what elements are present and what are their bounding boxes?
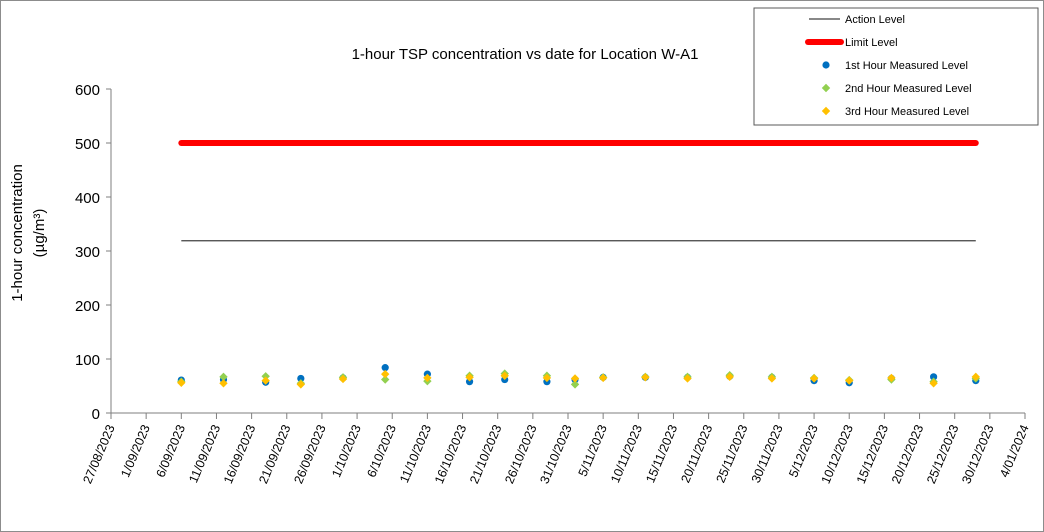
series-1-point bbox=[381, 364, 389, 372]
reference-lines bbox=[178, 140, 979, 242]
x-tick-label: 5/12/2023 bbox=[786, 423, 821, 480]
x-tick-label: 31/10/2023 bbox=[537, 423, 574, 486]
series-2-point bbox=[381, 375, 390, 384]
series-3-point bbox=[809, 374, 819, 383]
legend-item: Action Level bbox=[809, 14, 905, 26]
series-3-point bbox=[845, 376, 854, 385]
legend-label: Limit Level bbox=[845, 37, 898, 49]
y-tick-label: 400 bbox=[75, 190, 100, 207]
y-tick-label: 500 bbox=[75, 136, 100, 153]
x-tick-label: 26/09/2023 bbox=[291, 423, 328, 486]
y-axis-label-line1: 1-hour concentration bbox=[9, 164, 26, 302]
x-tick-label: 16/09/2023 bbox=[221, 423, 258, 486]
series-3-point bbox=[261, 376, 270, 385]
x-tick-label: 26/10/2023 bbox=[502, 423, 539, 486]
x-tick-label: 30/11/2023 bbox=[749, 423, 786, 485]
series-3-point bbox=[296, 380, 306, 389]
y-tick-label: 600 bbox=[75, 82, 100, 99]
data-points bbox=[177, 364, 980, 389]
series-3-point bbox=[381, 369, 390, 379]
y-tick-label: 100 bbox=[75, 352, 100, 369]
series-3-point bbox=[338, 374, 348, 384]
legend-item: 2nd Hour Measured Level bbox=[821, 83, 972, 95]
y-tick-label: 0 bbox=[92, 406, 100, 423]
x-tick-label: 6/09/2023 bbox=[153, 423, 188, 480]
series-2-point bbox=[570, 380, 580, 389]
x-tick-label: 25/11/2023 bbox=[714, 423, 751, 485]
legend-item: 3rd Hour Measured Level bbox=[821, 106, 969, 118]
x-tick-label: 4/01/2024 bbox=[997, 423, 1032, 480]
x-tick-label: 27/08/2023 bbox=[80, 423, 117, 486]
x-tick-label: 15/11/2023 bbox=[643, 423, 680, 485]
x-tick-label: 1/09/2023 bbox=[118, 423, 153, 480]
series-3-point bbox=[500, 371, 509, 380]
series-1-point bbox=[465, 378, 474, 386]
series-1-point bbox=[297, 374, 305, 383]
series-3-point bbox=[971, 372, 980, 382]
legend-label: 3rd Hour Measured Level bbox=[845, 106, 969, 118]
x-tick-label: 10/12/2023 bbox=[819, 423, 856, 486]
legend-swatch bbox=[821, 83, 831, 93]
legend-label: 2nd Hour Measured Level bbox=[845, 83, 972, 95]
series-3-point bbox=[641, 373, 650, 382]
x-tick-label: 21/10/2023 bbox=[467, 423, 504, 486]
legend-box bbox=[753, 7, 1039, 126]
series-3-point bbox=[767, 374, 777, 383]
series-3-point bbox=[465, 373, 474, 382]
legend-item: 1st Hour Measured Level bbox=[822, 60, 968, 72]
x-tick-label: 16/10/2023 bbox=[432, 423, 469, 486]
series-3-point bbox=[177, 378, 186, 387]
legend: Action Level Limit Level 1st Hour Measured… bbox=[753, 7, 1039, 126]
legend-swatch bbox=[821, 106, 831, 116]
legend-swatch bbox=[822, 61, 830, 69]
x-tick-label: 5/11/2023 bbox=[576, 423, 610, 479]
x-tick-label: 1/10/2023 bbox=[329, 423, 364, 480]
axes bbox=[106, 88, 1026, 419]
x-tick-label: 11/10/2023 bbox=[397, 423, 434, 485]
x-tick-label: 20/11/2023 bbox=[678, 423, 715, 485]
series-3-point bbox=[570, 374, 580, 383]
y-axis-label-line2: (µg/m³) bbox=[31, 209, 48, 258]
x-tick-label: 10/11/2023 bbox=[608, 423, 645, 485]
x-tick-label: 6/10/2023 bbox=[364, 423, 399, 480]
series-2-point bbox=[261, 372, 270, 381]
series-3-point bbox=[598, 373, 608, 383]
x-tick-label: 20/12/2023 bbox=[889, 423, 926, 486]
series-3-point bbox=[219, 379, 228, 388]
series-3-point bbox=[423, 373, 432, 383]
chart-title: 1-hour TSP concentration vs date for Loc… bbox=[352, 46, 699, 63]
series-3-point bbox=[887, 373, 896, 383]
y-tick-label: 300 bbox=[75, 244, 100, 261]
x-tick-label: 25/12/2023 bbox=[924, 423, 961, 486]
x-tick-label: 11/09/2023 bbox=[186, 423, 223, 485]
x-tick-label: 21/09/2023 bbox=[256, 423, 293, 486]
series-2-point bbox=[219, 372, 228, 382]
series-3-point bbox=[542, 373, 552, 383]
y-tick-label: 200 bbox=[75, 298, 100, 315]
legend-label: Action Level bbox=[845, 14, 905, 26]
x-tick-label: 30/12/2023 bbox=[959, 423, 996, 486]
series-3-point bbox=[683, 374, 692, 383]
series-1-point bbox=[930, 373, 938, 381]
series-3-point bbox=[929, 379, 938, 388]
series-3-point bbox=[725, 372, 734, 382]
legend-item: Limit Level bbox=[805, 37, 898, 49]
x-tick-label: 15/12/2023 bbox=[854, 423, 891, 486]
series-3 bbox=[177, 369, 980, 389]
legend-label: 1st Hour Measured Level bbox=[845, 60, 968, 72]
